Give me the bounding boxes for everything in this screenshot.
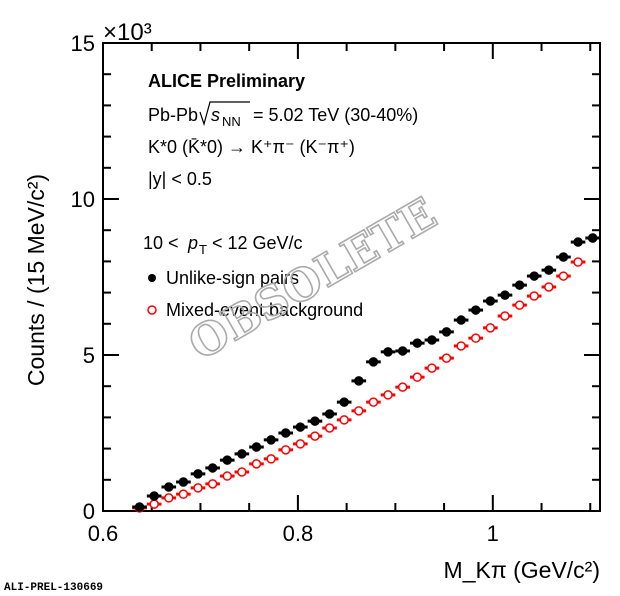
y-axis-label: Counts / (15 MeV/c²) xyxy=(23,174,49,386)
system-label: Pb-Pb s NN = 5.02 TeV (30-40%) xyxy=(148,101,418,129)
data-point-mixed-event xyxy=(251,459,262,469)
data-point-mixed-event xyxy=(529,291,539,301)
data-point-mixed-event xyxy=(573,257,583,267)
x-tick-label: 1 xyxy=(487,521,499,546)
data-point-mixed-event xyxy=(456,341,466,351)
data-point-mixed-event xyxy=(368,397,379,407)
data-point-mixed-event xyxy=(149,499,159,509)
plot-frame xyxy=(102,42,601,512)
data-point-mixed-event xyxy=(207,479,218,489)
data-point-unlike-sign xyxy=(427,335,437,345)
data-point-unlike-sign xyxy=(397,346,408,356)
data-point-unlike-sign xyxy=(237,449,247,459)
pt-low: 10 < xyxy=(143,233,179,253)
data-point-unlike-sign xyxy=(587,233,598,243)
pt-subscript: T xyxy=(199,242,207,257)
legend-marker-mixed-event xyxy=(147,305,157,315)
energy-subscript: NN xyxy=(222,114,241,129)
data-point-mixed-event xyxy=(514,300,525,310)
data-point-mixed-event xyxy=(178,489,189,499)
data-point-unlike-sign xyxy=(280,428,291,438)
data-point-unlike-sign xyxy=(354,376,364,386)
energy-value: = 5.02 TeV (30-40%) xyxy=(253,105,418,125)
data-point-unlike-sign xyxy=(573,237,583,247)
data-point-unlike-sign xyxy=(164,482,174,492)
legend: Unlike-sign pairs Mixed-event background xyxy=(147,268,363,320)
energy-symbol: s xyxy=(211,105,220,125)
data-point-unlike-sign xyxy=(339,397,349,407)
data-point-unlike-sign xyxy=(178,477,189,487)
data-point-unlike-sign xyxy=(207,463,218,473)
data-point-unlike-sign xyxy=(471,305,481,315)
data-point-mixed-event xyxy=(193,483,203,493)
data-point-unlike-sign xyxy=(310,416,320,426)
data-point-unlike-sign xyxy=(368,357,379,367)
data-point-mixed-event xyxy=(412,372,423,382)
data-point-unlike-sign xyxy=(485,296,496,306)
data-point-unlike-sign xyxy=(193,469,203,479)
data-point-unlike-sign xyxy=(500,290,510,300)
data-point-mixed-event xyxy=(164,493,174,503)
data-point-mixed-event xyxy=(310,431,320,441)
data-point-mixed-event xyxy=(544,282,554,292)
data-point-unlike-sign xyxy=(149,491,159,501)
x-axis-label: M_Kπ (GeV/c²) xyxy=(444,557,600,583)
data-point-unlike-sign xyxy=(456,315,466,325)
pt-bin-label: 10 < p T < 12 GeV/c xyxy=(143,233,303,257)
data-point-mixed-event xyxy=(280,445,291,455)
data-point-unlike-sign xyxy=(529,271,539,281)
data-point-mixed-event xyxy=(222,471,232,481)
data-point-mixed-event xyxy=(485,323,496,333)
experiment-label: ALICE Preliminary xyxy=(148,71,305,91)
data-point-unlike-sign xyxy=(441,327,452,337)
data-point-unlike-sign xyxy=(134,502,145,512)
pt-symbol: p xyxy=(187,233,198,253)
x-tick-label: 0.8 xyxy=(283,521,314,546)
data-point-unlike-sign xyxy=(222,455,232,465)
y-tick-label: 15 xyxy=(71,31,95,56)
legend-marker-unlike-sign xyxy=(148,274,156,282)
data-point-unlike-sign xyxy=(266,435,276,445)
data-point-mixed-event xyxy=(324,423,335,433)
sqrt-icon xyxy=(199,101,250,127)
decay-label: K*0 (K̄*0) → K⁺π⁻ (K⁻π⁺) xyxy=(148,137,355,157)
data-point-mixed-event xyxy=(471,333,481,343)
data-point-unlike-sign xyxy=(412,338,423,348)
data-point-mixed-event xyxy=(354,406,364,416)
data-point-mixed-event xyxy=(397,382,408,392)
data-point-unlike-sign xyxy=(383,347,393,357)
pt-high: < 12 GeV/c xyxy=(212,233,303,253)
data-marks xyxy=(132,233,600,513)
data-point-unlike-sign xyxy=(544,265,554,275)
data-point-mixed-event xyxy=(339,415,349,425)
y-multiplier: ×10³ xyxy=(103,19,152,46)
legend-label-mixed-event: Mixed-event background xyxy=(166,300,363,320)
data-point-mixed-event xyxy=(558,271,569,281)
data-point-mixed-event xyxy=(295,439,306,449)
x-tick-label: 0.6 xyxy=(88,521,119,546)
data-point-mixed-event xyxy=(441,353,452,363)
data-point-mixed-event xyxy=(427,363,437,373)
y-tick-label: 0 xyxy=(83,499,95,524)
data-point-unlike-sign xyxy=(558,252,569,262)
data-point-unlike-sign xyxy=(514,280,525,290)
data-point-mixed-event xyxy=(237,467,247,477)
data-point-mixed-event xyxy=(383,390,393,400)
data-point-unlike-sign xyxy=(324,409,335,419)
data-point-mixed-event xyxy=(500,311,510,321)
system-name: Pb-Pb xyxy=(148,105,198,125)
rapidity-label: |y| < 0.5 xyxy=(148,169,212,189)
data-point-mixed-event xyxy=(266,454,276,464)
data-point-unlike-sign xyxy=(251,442,262,452)
y-tick-label: 5 xyxy=(83,343,95,368)
figure-id: ALI-PREL-130669 xyxy=(4,582,103,594)
data-point-unlike-sign xyxy=(295,422,306,432)
legend-label-unlike-sign: Unlike-sign pairs xyxy=(166,268,299,288)
y-tick-label: 10 xyxy=(71,187,95,212)
